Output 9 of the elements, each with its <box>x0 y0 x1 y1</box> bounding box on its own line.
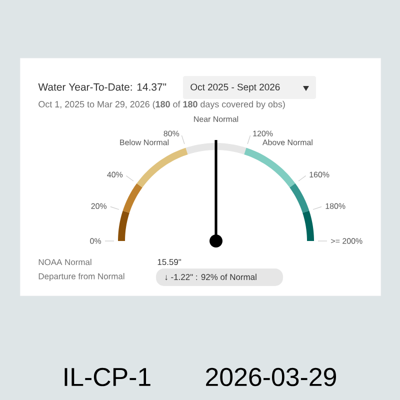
text: Oct 2025 - Sept 2026 <box>190 84 280 92</box>
text: NOAA Normal <box>38 258 92 266</box>
text: 15.59" <box>158 259 182 265</box>
text: IL-CP-1 <box>64 368 150 386</box>
chart-subtitle: Oct 1, 2025 to Mar 29, 2026 (180 of 180 days covered by obs) <box>38 100 285 110</box>
text: 2026-03-29 <box>206 368 336 386</box>
chart-title: Water Year-To-Date: 14.37" <box>38 83 166 91</box>
text: ↓ -1.22" : 92% of Normal <box>165 274 256 280</box>
text: Departure from Normal <box>38 273 124 281</box>
